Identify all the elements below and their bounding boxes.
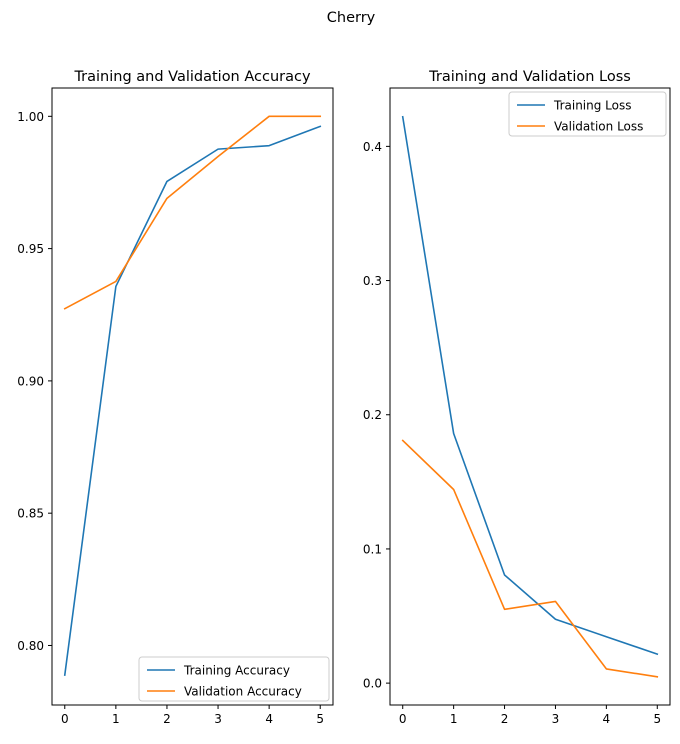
loss-x-tick-label: 1 <box>450 712 458 726</box>
loss-axes-frame <box>389 87 671 706</box>
loss-y-tick-label: 0.3 <box>363 274 382 288</box>
accuracy-x-tick-label: 1 <box>112 712 120 726</box>
accuracy-y-tick-label: 0.85 <box>17 507 44 521</box>
accuracy-y-tick-label: 0.80 <box>17 639 44 653</box>
loss-y-tick-label: 0.4 <box>363 140 382 154</box>
loss-x-tick-label: 4 <box>603 712 611 726</box>
loss-y-tick-label: 0.2 <box>363 408 382 422</box>
accuracy-legend-label: Training Accuracy <box>183 664 290 678</box>
figure-suptitle: Cherry <box>327 10 376 26</box>
accuracy-series-line-training <box>63 125 322 676</box>
loss-series-line-training <box>401 115 659 656</box>
loss-x-tick-label: 3 <box>552 712 560 726</box>
accuracy-axes-frame <box>51 87 334 706</box>
accuracy-x-tick-label: 2 <box>163 712 171 726</box>
loss-y-tick-label: 0.1 <box>363 542 382 556</box>
accuracy-x-tick-label: 0 <box>61 712 69 726</box>
accuracy-chart: Training and Validation Accuracy 0 1 2 3 4 5 0.… <box>17 69 334 726</box>
accuracy-y-tick-label: 0.90 <box>17 374 44 388</box>
accuracy-series-line-validation <box>63 115 322 310</box>
accuracy-x-tick-label: 3 <box>214 712 222 726</box>
accuracy-x-tick-label: 5 <box>316 712 324 726</box>
accuracy-legend-label: Validation Accuracy <box>184 685 302 699</box>
accuracy-legend: Training Accuracy Validation Accuracy <box>138 656 330 702</box>
loss-chart: Training and Validation Loss 0 1 2 3 4 5 0.0 0.1… <box>363 69 671 726</box>
loss-legend: Training Loss Validation Loss <box>508 91 667 137</box>
loss-x-tick-label: 5 <box>653 712 661 726</box>
loss-x-tick-label: 0 <box>399 712 407 726</box>
loss-y-tick-label: 0.0 <box>363 677 382 691</box>
loss-chart-title: Training and Validation Loss <box>428 69 631 85</box>
accuracy-x-tick-label: 4 <box>265 712 273 726</box>
accuracy-legend-box <box>138 656 330 702</box>
loss-series-line-validation <box>401 439 659 678</box>
loss-legend-label: Training Loss <box>553 99 631 113</box>
accuracy-y-tick-label: 0.95 <box>17 242 44 256</box>
loss-legend-label: Validation Loss <box>554 120 643 134</box>
accuracy-chart-title: Training and Validation Accuracy <box>73 69 311 85</box>
loss-legend-box <box>508 91 667 137</box>
loss-x-tick-label: 2 <box>501 712 509 726</box>
accuracy-y-tick-label: 1.00 <box>17 110 44 124</box>
